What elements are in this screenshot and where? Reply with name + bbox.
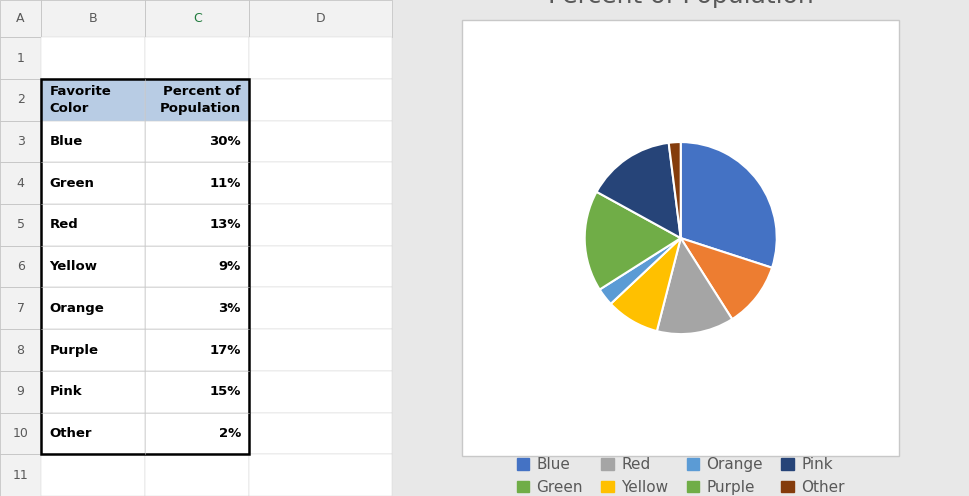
Text: Other: Other — [49, 427, 92, 440]
Legend: Blue, Green, Red, Yellow, Orange, Purple, Pink, Other: Blue, Green, Red, Yellow, Orange, Purple… — [511, 451, 851, 496]
Wedge shape — [610, 238, 680, 331]
Bar — [42, 79, 249, 454]
Bar — [145, 329, 249, 371]
Text: Pink: Pink — [49, 385, 82, 398]
Text: 4: 4 — [16, 177, 24, 189]
Wedge shape — [680, 142, 777, 268]
Bar — [249, 329, 392, 371]
Bar — [145, 121, 249, 162]
Text: 3%: 3% — [218, 302, 241, 315]
Bar — [249, 371, 392, 413]
Bar — [0, 204, 42, 246]
Bar — [0, 413, 42, 454]
Text: 13%: 13% — [209, 218, 241, 232]
Bar — [0, 162, 42, 204]
Text: D: D — [316, 12, 326, 25]
Bar — [145, 371, 249, 413]
Wedge shape — [680, 238, 772, 319]
Bar — [249, 37, 392, 79]
Text: 2%: 2% — [219, 427, 241, 440]
Bar — [42, 79, 145, 121]
Bar — [0, 79, 42, 121]
Wedge shape — [600, 238, 680, 304]
Text: Green: Green — [49, 177, 94, 189]
Wedge shape — [597, 143, 680, 238]
Text: 6: 6 — [16, 260, 24, 273]
Text: Percent of
Population: Percent of Population — [160, 85, 241, 115]
Bar — [249, 162, 392, 204]
Text: Yellow: Yellow — [49, 260, 98, 273]
Text: 5: 5 — [16, 218, 24, 232]
Bar — [145, 204, 249, 246]
Bar — [145, 0, 249, 37]
Bar — [145, 162, 249, 204]
Text: 11: 11 — [13, 469, 28, 482]
Bar — [145, 79, 249, 121]
Bar — [0, 329, 42, 371]
Text: 3: 3 — [16, 135, 24, 148]
Bar — [42, 246, 145, 288]
Text: 7: 7 — [16, 302, 24, 315]
Bar — [0, 0, 42, 37]
Bar — [42, 121, 145, 162]
Bar — [249, 121, 392, 162]
Bar — [145, 413, 249, 454]
Text: 8: 8 — [16, 344, 24, 357]
Bar — [249, 413, 392, 454]
Bar — [42, 371, 145, 413]
Wedge shape — [669, 142, 681, 238]
Bar — [0, 288, 42, 329]
Bar — [42, 413, 145, 454]
Bar — [249, 454, 392, 496]
Bar — [0, 121, 42, 162]
Wedge shape — [657, 238, 733, 334]
Bar — [145, 79, 249, 121]
Text: C: C — [193, 12, 202, 25]
Text: Purple: Purple — [49, 344, 99, 357]
Text: 2: 2 — [16, 93, 24, 106]
Text: B: B — [89, 12, 98, 25]
Text: 10: 10 — [13, 427, 28, 440]
Text: Favorite
Color: Favorite Color — [49, 85, 111, 115]
Bar — [249, 204, 392, 246]
Text: 17%: 17% — [209, 344, 241, 357]
Bar — [42, 162, 145, 204]
Title: Percent of Population: Percent of Population — [547, 0, 814, 8]
Bar — [145, 37, 249, 79]
Bar — [0, 371, 42, 413]
Bar — [249, 0, 392, 37]
Bar — [249, 79, 392, 121]
Text: Red: Red — [49, 218, 78, 232]
Wedge shape — [584, 192, 680, 290]
Bar — [0, 37, 42, 79]
Bar — [42, 37, 145, 79]
Text: Orange: Orange — [49, 302, 105, 315]
Bar — [42, 454, 145, 496]
Text: Blue: Blue — [49, 135, 82, 148]
Bar — [249, 246, 392, 288]
Bar — [42, 288, 145, 329]
Text: 11%: 11% — [209, 177, 241, 189]
Bar — [462, 20, 899, 456]
Text: 9: 9 — [16, 385, 24, 398]
Text: 9%: 9% — [219, 260, 241, 273]
Text: A: A — [16, 12, 25, 25]
Bar — [0, 246, 42, 288]
Bar — [42, 204, 145, 246]
Bar — [145, 246, 249, 288]
Bar — [42, 79, 145, 121]
Text: 30%: 30% — [209, 135, 241, 148]
Bar — [0, 454, 42, 496]
Bar — [42, 329, 145, 371]
Text: 1: 1 — [16, 52, 24, 64]
Text: 15%: 15% — [209, 385, 241, 398]
Bar — [42, 0, 145, 37]
Bar — [145, 288, 249, 329]
Bar — [145, 454, 249, 496]
Bar — [249, 288, 392, 329]
